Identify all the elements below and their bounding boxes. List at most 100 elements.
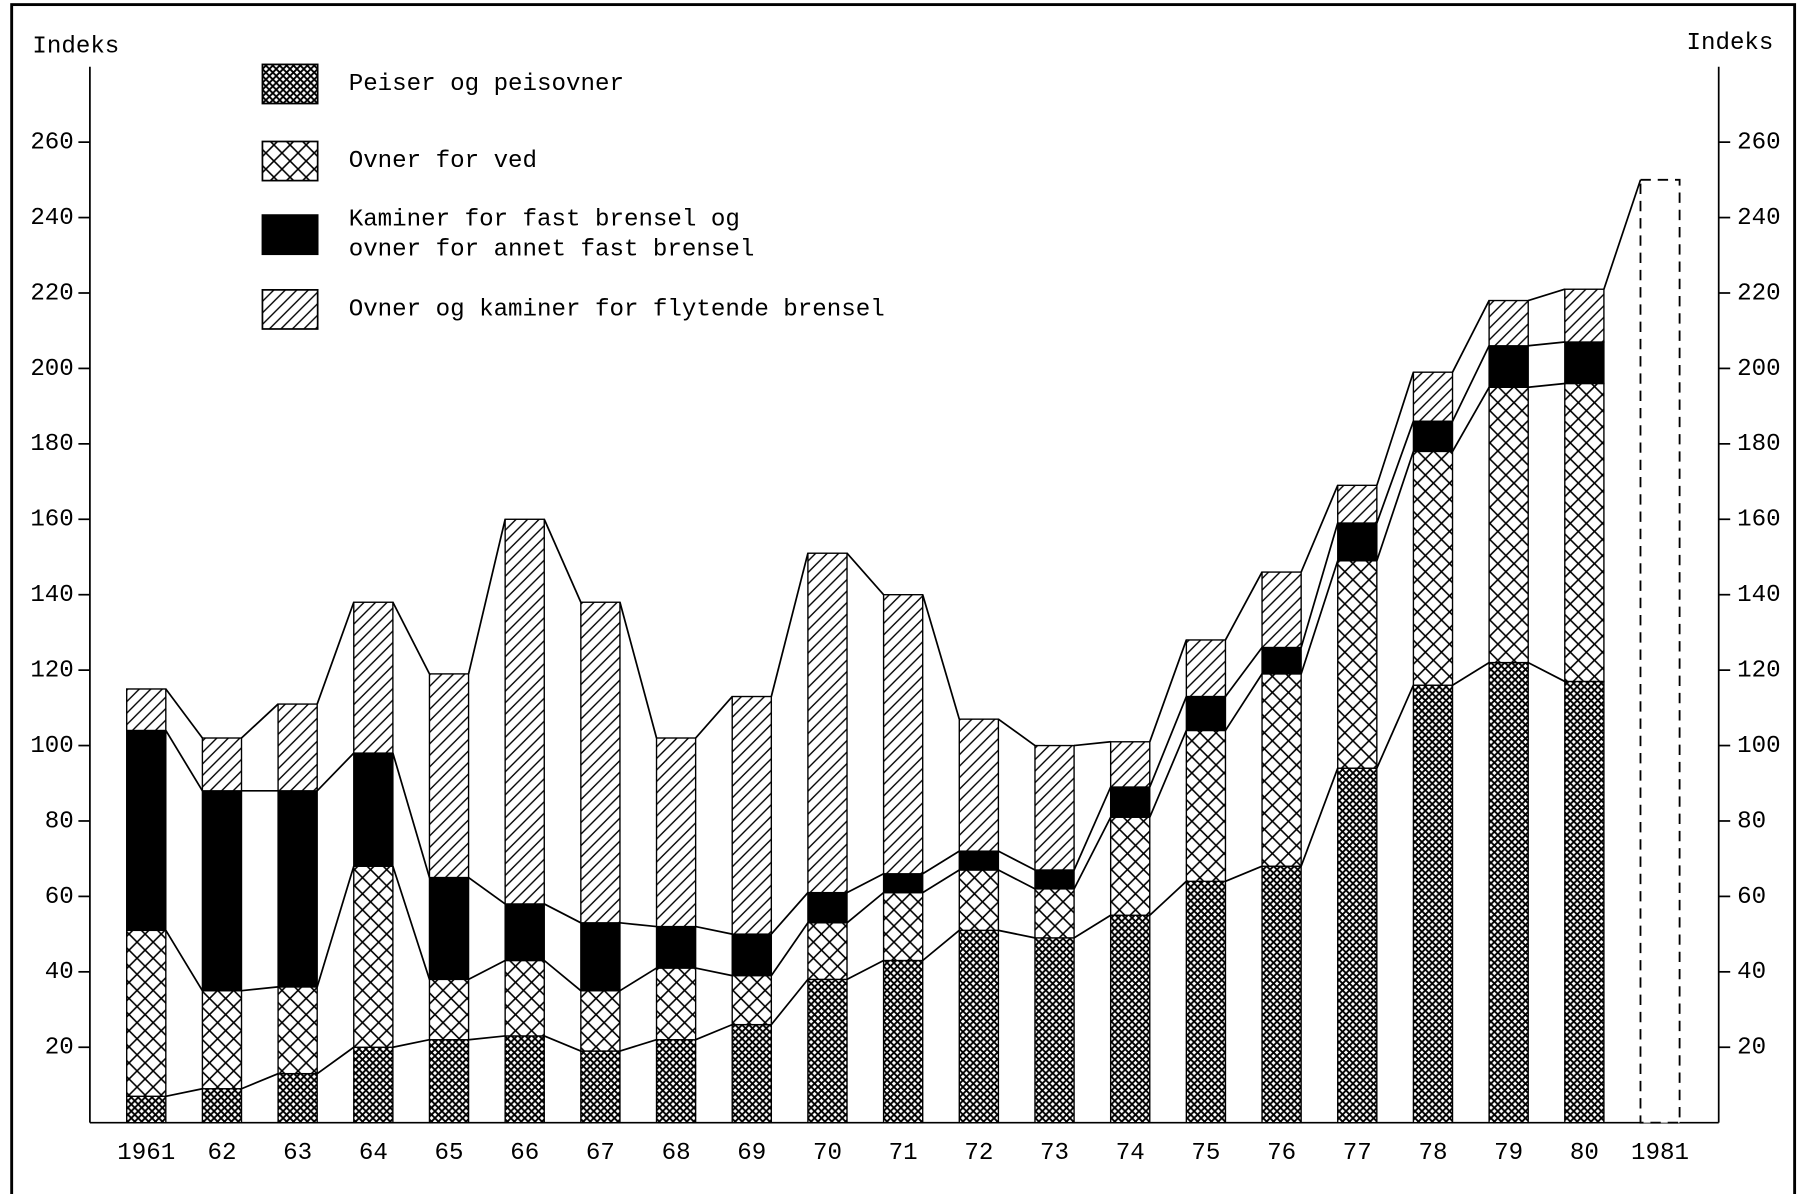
y-tick-label: 40 [45, 959, 74, 986]
connector [1225, 865, 1263, 883]
bar-segment [1109, 816, 1151, 916]
legend-label: Ovner og kaminer for flytende brensel [349, 297, 885, 324]
x-tick-label: 1981 [1631, 1140, 1689, 1167]
bar-segment [1488, 386, 1529, 664]
connector [1148, 639, 1188, 743]
bar-segment [1337, 560, 1378, 769]
legend-label: Kaminer for fast brensel og ovner for ann… [349, 207, 755, 264]
connector [1452, 661, 1490, 686]
connector [240, 703, 279, 739]
connector [392, 1038, 430, 1049]
connector [1527, 661, 1566, 683]
connector [316, 865, 355, 988]
x-tick-label: 67 [586, 1140, 615, 1167]
legend-label: Peiser og peisovner [349, 71, 624, 98]
connector [997, 718, 1036, 747]
bar-segment [504, 903, 545, 962]
y2-tick-label: 160 [1737, 507, 1780, 534]
connector [1300, 484, 1339, 573]
bar-segment [1034, 744, 1075, 871]
bar-segment [1034, 869, 1075, 890]
connector [619, 1038, 657, 1052]
bar-segment [277, 1072, 318, 1124]
bar-segment [882, 959, 924, 1124]
x-tick-label: 79 [1494, 1140, 1523, 1167]
connector [165, 929, 204, 992]
legend-swatch [261, 289, 319, 330]
y2-tick-label: 240 [1737, 205, 1780, 232]
legend-swatch [261, 63, 319, 105]
connector [1376, 371, 1415, 486]
connector [1603, 179, 1642, 290]
connector [770, 892, 809, 935]
y-tick-label: 100 [30, 733, 73, 760]
connector [1300, 767, 1339, 867]
y2-axis-label: Indeks [1686, 30, 1773, 57]
y2-tick-label: 40 [1737, 959, 1766, 986]
bar-segment [1034, 937, 1075, 1124]
bar-segment [655, 737, 697, 928]
connector [1073, 816, 1112, 890]
bar-segment [882, 891, 924, 962]
connector [316, 601, 355, 705]
bar-segment [1185, 639, 1227, 698]
y-tick-label: 160 [30, 507, 73, 534]
connector [467, 519, 506, 675]
connector [316, 1046, 355, 1075]
y2-tick-label: 180 [1737, 431, 1780, 458]
connector [922, 850, 960, 875]
connector [997, 869, 1036, 890]
connector [1224, 571, 1263, 641]
x-tick-label: 80 [1570, 1140, 1599, 1167]
bar-segment [807, 922, 848, 981]
connector [165, 688, 204, 739]
bar-segment [807, 978, 848, 1124]
x-tick-label: 64 [359, 1140, 388, 1167]
bar-segment [277, 986, 318, 1075]
legend-label-line: Kaminer for fast brensel og [349, 207, 740, 234]
x-tick-label: 62 [207, 1140, 236, 1167]
y-axis-label: Indeks [32, 33, 119, 60]
y-tick-label: 240 [30, 205, 73, 232]
y2-tick-label: 60 [1737, 884, 1766, 911]
x-tick-label: 69 [737, 1140, 766, 1167]
connector [770, 553, 809, 697]
bar-segment [428, 876, 470, 981]
connector [770, 922, 809, 977]
bar-segment [1337, 522, 1378, 562]
x-tick-label: 68 [662, 1140, 691, 1167]
connector [997, 850, 1036, 871]
connector [1300, 522, 1339, 648]
connector [543, 1035, 582, 1052]
connector [1528, 341, 1565, 347]
bar-segment [1261, 673, 1302, 867]
bar-segment [1261, 571, 1302, 649]
bar-segment [504, 959, 545, 1037]
bar-segment [1261, 865, 1302, 1124]
connector [316, 752, 355, 792]
y-tick-label: 140 [30, 582, 73, 609]
connector [543, 518, 582, 603]
bar-segment [1261, 646, 1302, 675]
bar-segment [1412, 371, 1454, 422]
x-tick-label: 1961 [117, 1140, 175, 1167]
bar-segment [1337, 767, 1378, 1124]
y-tick-label: 60 [45, 884, 74, 911]
bar-segment [504, 1035, 545, 1124]
bar-segment [1109, 786, 1151, 818]
bar-segment [580, 1050, 621, 1124]
bar-segment [126, 929, 167, 1097]
connector [695, 925, 733, 935]
connector [543, 903, 582, 924]
x-tick-label: 72 [964, 1140, 993, 1167]
bar-segment [504, 518, 545, 905]
bar-segment [958, 718, 1000, 852]
bar-segment [655, 1039, 697, 1124]
bar-segment [428, 673, 470, 879]
x-tick-label: 74 [1116, 1140, 1145, 1167]
bar-segment [882, 594, 924, 875]
legend-swatch [261, 140, 319, 182]
y-tick-label: 260 [30, 130, 73, 157]
connector [1376, 451, 1415, 562]
bar-segment [1185, 729, 1227, 883]
